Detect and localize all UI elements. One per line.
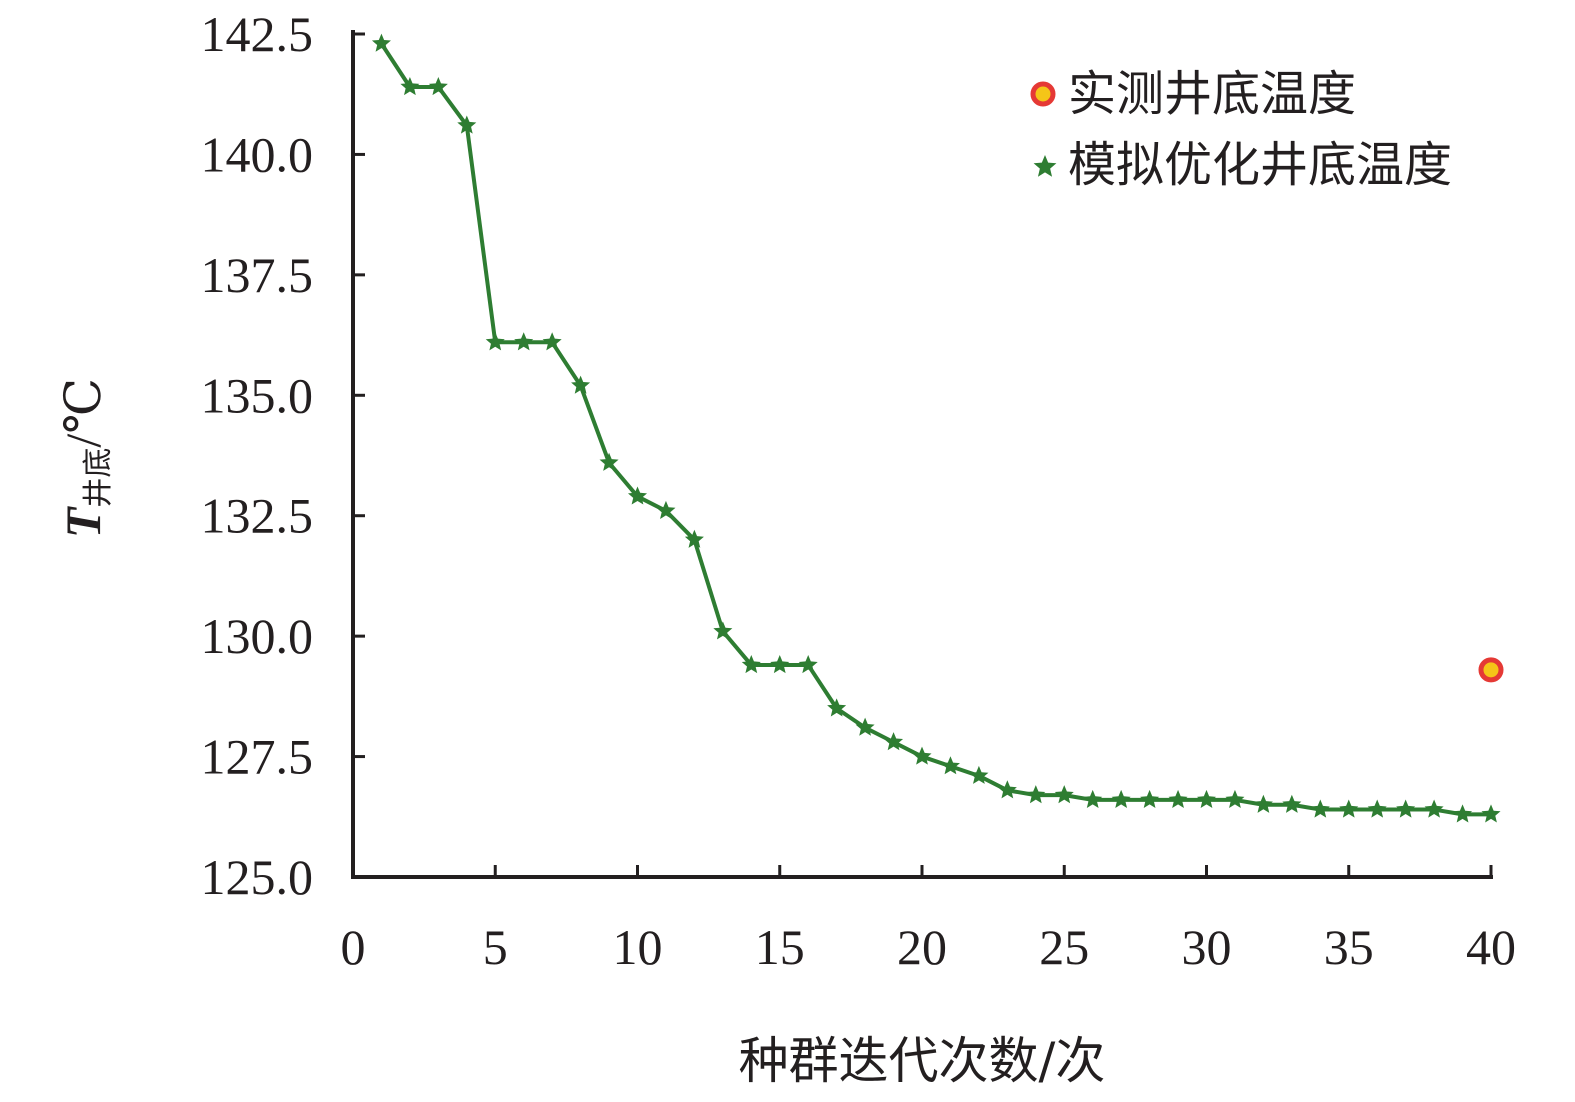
y-tick-label: 137.5 xyxy=(201,247,314,303)
y-axis-title: T井底/℃ xyxy=(55,378,116,538)
data-point-star xyxy=(1111,789,1131,809)
series-line xyxy=(379,42,1491,817)
data-point-star xyxy=(798,655,818,674)
data-point-star xyxy=(1310,799,1330,818)
data-point-star xyxy=(741,655,761,674)
data-point-star xyxy=(1282,794,1302,813)
data-point-star xyxy=(713,621,733,640)
x-tick-label: 25 xyxy=(1039,919,1089,975)
y-tick-label: 127.5 xyxy=(201,729,314,785)
data-point-star xyxy=(457,115,477,134)
y-tick-label: 135.0 xyxy=(201,367,314,423)
x-tick-label: 10 xyxy=(613,919,663,975)
x-tick-label: 15 xyxy=(755,919,805,975)
data-point-star xyxy=(1367,799,1387,818)
data-point-star xyxy=(400,76,420,96)
y-tick-label: 142.5 xyxy=(201,6,314,62)
data-point-star xyxy=(428,76,448,96)
axes-layer xyxy=(351,30,1493,879)
data-point-star xyxy=(1225,789,1245,809)
data-point-star xyxy=(997,780,1017,799)
data-point-star xyxy=(1168,789,1188,809)
legend-label-simulated: 模拟优化井底温度 xyxy=(1068,137,1452,193)
data-point-star xyxy=(1453,804,1473,823)
plot-layer xyxy=(371,33,1504,823)
data-point-star xyxy=(855,717,875,736)
data-point-star xyxy=(1481,804,1501,823)
legend-marker-measured xyxy=(1030,81,1056,107)
y-tick-label: 130.0 xyxy=(201,608,314,664)
data-point-star xyxy=(514,332,534,351)
legend-marker-simulated xyxy=(1033,155,1057,177)
data-point-star xyxy=(571,375,591,394)
x-axis-title: 种群迭代次数/次 xyxy=(739,1032,1106,1090)
data-point-star xyxy=(371,33,391,52)
y-tick-label: 125.0 xyxy=(201,849,314,905)
data-point-star xyxy=(969,765,989,784)
y-axis-unit: /℃ xyxy=(55,378,111,448)
y-tick-label: 132.5 xyxy=(201,488,314,544)
y-axis-subscript: 井底 xyxy=(81,448,116,508)
data-point-star xyxy=(1424,799,1444,818)
data-point-star xyxy=(770,655,790,674)
data-point-star xyxy=(599,452,619,471)
data-point-star xyxy=(827,698,847,717)
y-axis-symbol: T xyxy=(55,505,111,538)
data-point-measured xyxy=(1478,657,1504,683)
labels-layer: 125.0 127.5 130.0 132.5 135.0 137.5 140.0 142.5… xyxy=(55,6,1516,1090)
data-point-star xyxy=(912,746,932,765)
data-point-star xyxy=(884,732,904,751)
legend-label-measured: 实测井底温度 xyxy=(1068,66,1356,122)
x-tick-label: 5 xyxy=(483,919,508,975)
data-point-star xyxy=(684,529,704,548)
data-point-star xyxy=(1054,785,1074,804)
data-point-star xyxy=(1339,799,1359,818)
data-point-star xyxy=(656,500,676,519)
x-tick-label: 35 xyxy=(1324,919,1374,975)
data-point-star xyxy=(1396,799,1416,818)
data-point-star xyxy=(940,756,960,775)
data-point-star xyxy=(542,332,562,351)
x-tick-label: 30 xyxy=(1182,919,1232,975)
data-point-star xyxy=(1083,789,1103,809)
y-tick-label: 140.0 xyxy=(201,126,314,182)
data-point-star xyxy=(1196,789,1217,809)
data-point-star xyxy=(1140,789,1160,809)
data-point-star xyxy=(627,486,648,505)
x-tick-label: 40 xyxy=(1466,919,1516,975)
data-point-star xyxy=(485,332,505,351)
x-tick-label: 20 xyxy=(897,919,947,975)
x-tick-label: 0 xyxy=(341,919,366,975)
data-point-star xyxy=(1026,785,1046,804)
data-point-star xyxy=(1253,794,1273,813)
